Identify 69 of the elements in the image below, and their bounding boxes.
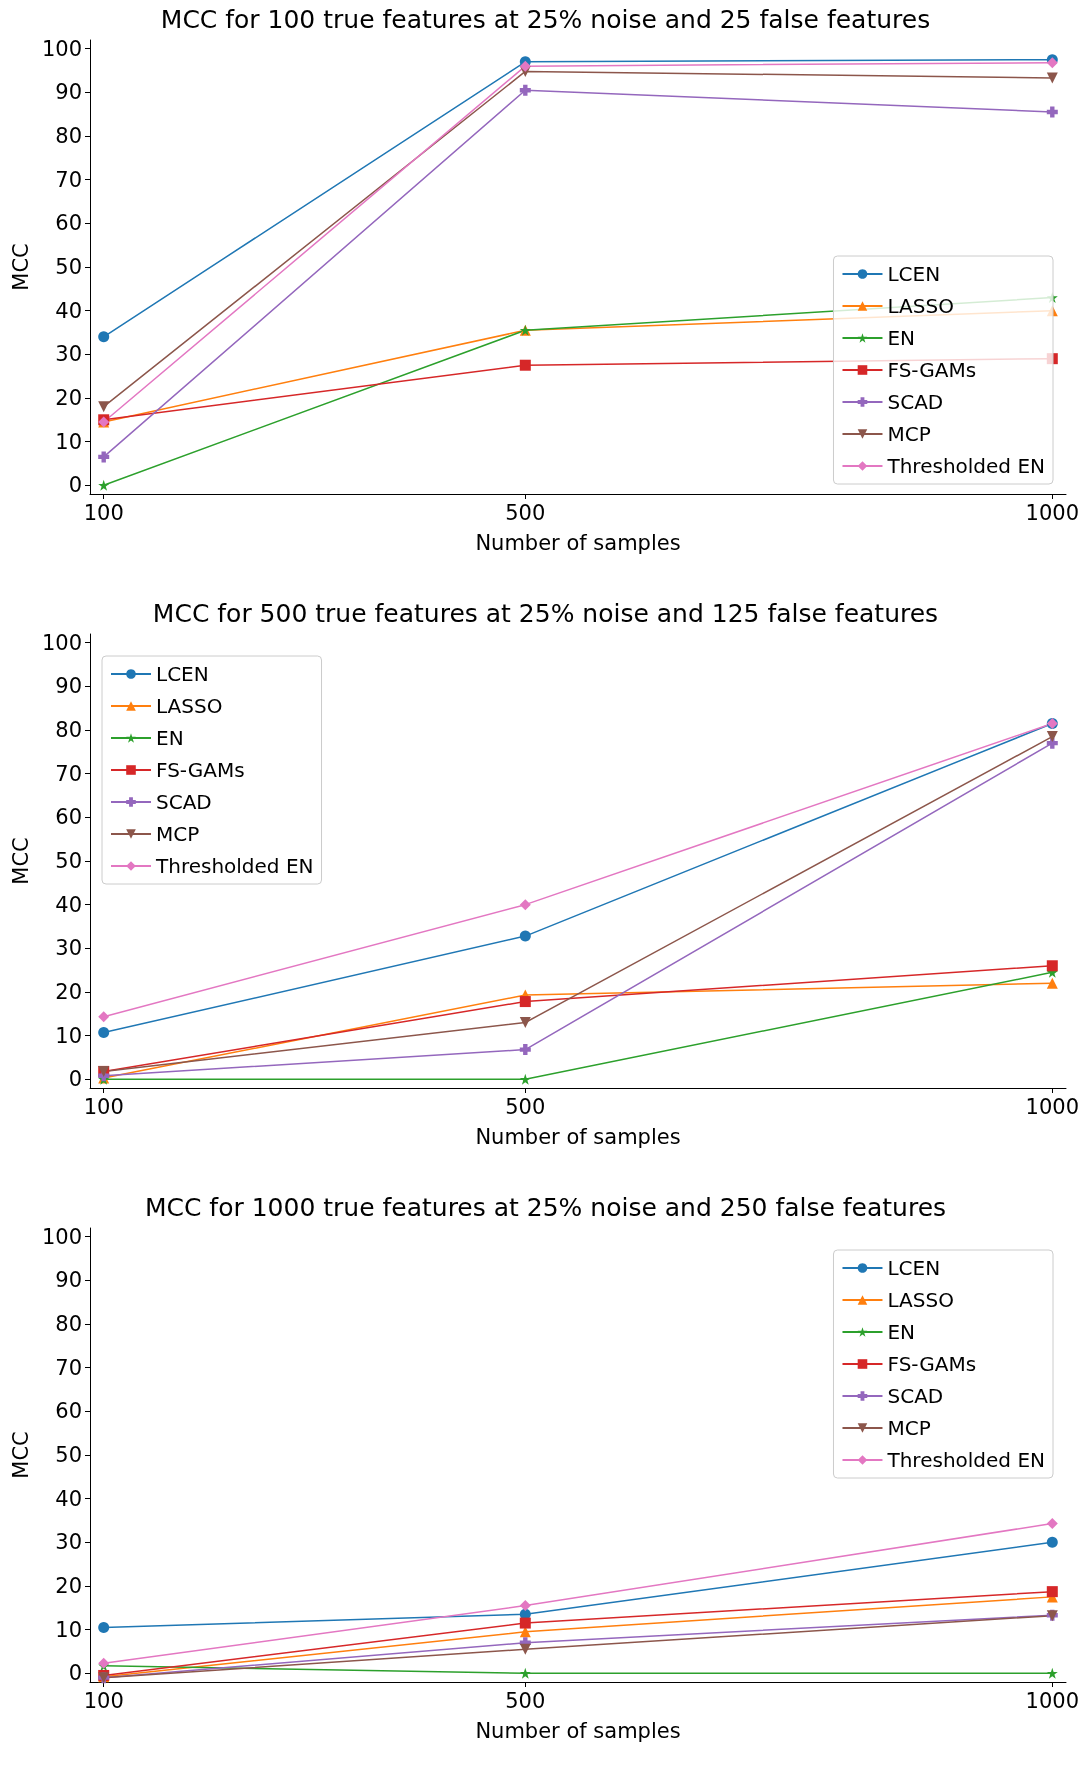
legend-label: EN (156, 726, 184, 750)
y-tick-label: 50 (55, 255, 82, 279)
x-tick-label: 500 (505, 1094, 546, 1119)
legend-label: MCP (156, 822, 200, 846)
y-tick-label: 40 (55, 298, 82, 323)
legend-label: SCAD (887, 390, 944, 414)
y-tick-label: 80 (55, 718, 82, 743)
x-tick-label: 1000 (1025, 500, 1080, 525)
legend-label: MCP (887, 1416, 931, 1440)
x-tick-label: 500 (505, 1688, 546, 1713)
y-tick-label: 20 (55, 979, 82, 1004)
legend-label: Thresholded EN (886, 1448, 1046, 1472)
legend-label: EN (887, 1320, 916, 1344)
y-tick-label: 10 (55, 1023, 82, 1048)
legend-label: LCEN (156, 662, 209, 686)
y-tick-label: 40 (55, 1486, 82, 1511)
chart-title: MCC for 1000 true features at 25% noise and 250 false features (144, 1193, 947, 1222)
x-tick-label: 1000 (1025, 1094, 1080, 1119)
y-tick-label: 0 (68, 1067, 82, 1092)
y-tick-label: 60 (55, 805, 82, 830)
legend-label: Thresholded EN (886, 454, 1046, 478)
chart-title: MCC for 100 true features at 25% noise and 25 false features (160, 5, 931, 34)
y-tick-label: 90 (55, 80, 82, 105)
legend-label: LASSO (887, 294, 954, 318)
y-tick-label: 60 (55, 1399, 82, 1424)
legend-label: LASSO (887, 1288, 954, 1312)
x-tick-label: 500 (505, 500, 546, 525)
legend-label: FS-GAMs (156, 758, 245, 782)
y-axis-title: MCC (8, 1431, 33, 1479)
legend-label: SCAD (887, 1384, 944, 1408)
y-tick-label: 70 (55, 167, 82, 192)
legend-label: FS-GAMs (887, 1352, 977, 1376)
y-tick-label: 30 (55, 936, 82, 961)
y-axis-title: MCC (8, 837, 33, 885)
y-tick-label: 30 (55, 1530, 82, 1555)
y-tick-label: 0 (68, 1661, 82, 1686)
y-tick-label: 100 (41, 1224, 82, 1249)
legend-label: SCAD (156, 790, 212, 814)
y-tick-label: 100 (41, 630, 82, 655)
y-tick-label: 90 (55, 1268, 82, 1293)
y-tick-label: 20 (55, 385, 82, 410)
y-tick-label: 70 (55, 761, 82, 786)
y-tick-label: 50 (55, 849, 82, 873)
y-tick-label: 90 (55, 674, 82, 699)
y-tick-label: 100 (41, 36, 82, 61)
x-axis-title: Number of samples (475, 530, 681, 555)
legend-label: LASSO (156, 694, 223, 718)
y-tick-label: 40 (55, 892, 82, 917)
legend-label: LCEN (887, 262, 941, 286)
chart-title: MCC for 500 true features at 25% noise and 125 false features (152, 599, 939, 628)
y-axis-title: MCC (8, 243, 33, 291)
y-tick-label: 30 (55, 342, 82, 367)
legend-label: LCEN (887, 1256, 941, 1280)
legend-label: EN (887, 326, 916, 350)
x-axis-title: Number of samples (475, 1718, 681, 1743)
y-tick-label: 60 (55, 211, 82, 236)
legend-label: Thresholded EN (155, 854, 314, 878)
legend-label: FS-GAMs (887, 358, 977, 382)
x-tick-label: 1000 (1025, 1688, 1080, 1713)
y-tick-label: 10 (55, 1617, 82, 1642)
y-tick-label: 0 (68, 473, 82, 498)
y-tick-label: 70 (55, 1355, 82, 1380)
y-tick-label: 80 (55, 1312, 82, 1337)
legend-label: MCP (887, 422, 931, 446)
y-tick-label: 80 (55, 124, 82, 149)
y-tick-label: 10 (55, 429, 82, 454)
y-tick-label: 20 (55, 1573, 82, 1598)
y-tick-label: 50 (55, 1443, 82, 1467)
x-axis-title: Number of samples (475, 1124, 681, 1149)
